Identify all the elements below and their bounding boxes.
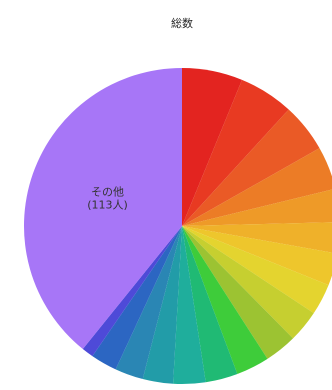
pie-slice-14	[142, 226, 182, 384]
pie-slice-10	[182, 226, 294, 359]
pie-slice-6	[182, 222, 332, 253]
pie-slice-8	[182, 226, 329, 314]
pie-slice-9	[182, 226, 314, 339]
chart-title: 総数	[171, 16, 193, 30]
pie-slice-3	[182, 109, 320, 226]
pie-slice-13	[173, 226, 206, 385]
pie-slice-17	[82, 226, 182, 357]
pie-slice-7	[182, 226, 332, 286]
slice-label-18: その他(113人)	[87, 186, 128, 212]
pie-slice-2	[182, 79, 289, 226]
pie-slices	[23, 68, 332, 385]
pie-slice-4	[182, 148, 332, 226]
pie-slice-16	[92, 226, 182, 370]
pie-slice-15	[115, 226, 182, 380]
pie-slice-5	[182, 189, 332, 226]
pie-slice-11	[182, 226, 268, 374]
pie-slice-1	[182, 68, 243, 226]
pie-labels: その他(113人)	[87, 186, 128, 212]
pie-slice-18	[23, 68, 182, 349]
pie-slice-12	[182, 226, 238, 383]
